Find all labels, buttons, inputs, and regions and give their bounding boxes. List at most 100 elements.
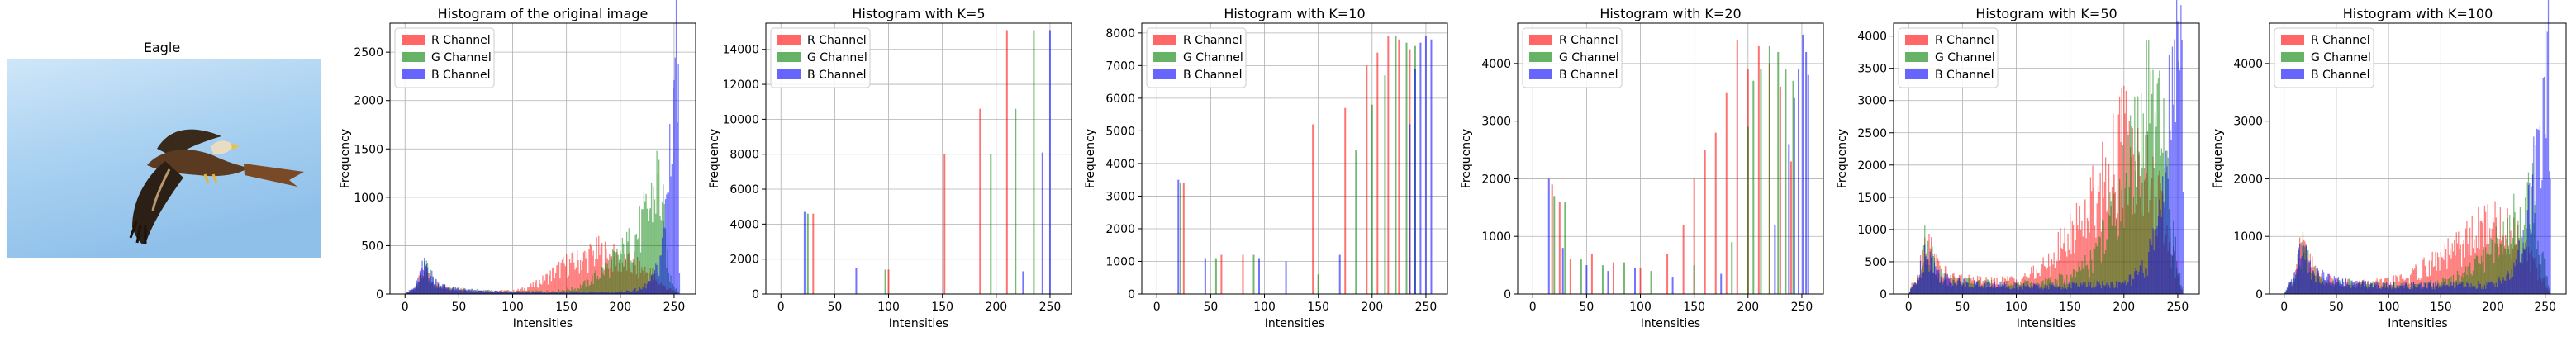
histogram-bar [1939,282,1941,294]
histogram-bar [2465,228,2467,294]
histogram-bar [2486,254,2488,294]
histogram-bar [2496,237,2498,294]
histogram-bar [532,292,534,294]
chart-title: Histogram with K=20 [1599,6,1741,21]
histogram-bar [2527,184,2530,294]
histogram-bar [624,292,625,294]
histogram-bar [1419,42,1422,294]
histogram-bar [2348,285,2350,294]
legend-label: G Channel [1559,51,1619,64]
histogram-bar [2041,263,2043,294]
histogram-bar [2070,254,2072,294]
histogram-bar [2353,282,2355,294]
histogram-bar [2017,287,2018,294]
histogram-bar [495,290,497,294]
histogram-bar [1774,225,1776,294]
x-axis-label: Intensities [889,317,948,330]
histogram-bar [558,289,560,294]
histogram-bar [2038,273,2040,294]
legend: R Channel G Channel B Channel [2274,27,2374,88]
histogram-bar [406,292,408,294]
histogram-bar [1612,262,1614,294]
x-tick-label: 50 [1203,301,1218,314]
histogram-bar [503,292,505,294]
histogram-bar [2110,282,2112,294]
histogram-bar [2379,288,2381,294]
legend-label: R Channel [431,34,491,47]
histogram-bar [2420,282,2422,294]
y-tick-label: 2000 [1481,173,1511,186]
histogram-bar [568,292,569,294]
histogram-bar [2424,282,2426,294]
legend-label: G Channel [1935,51,1995,64]
histogram-bar [549,292,551,294]
histogram-bar [2307,273,2309,294]
axes-frame [1141,22,1448,295]
histogram-bar [530,292,532,294]
y-tick-label: 8000 [730,149,759,162]
histogram-bar [1376,52,1379,295]
histogram-bar [568,289,569,294]
histogram-bar [2514,266,2516,294]
histogram-bar [1929,251,1931,294]
histogram-bar [2061,275,2064,294]
histogram-bar [1921,277,1922,294]
histogram-bar [2105,250,2107,294]
x-tick-label: 200 [1737,301,1759,314]
histogram-bar [2142,113,2144,294]
histogram-bar [2335,278,2336,294]
histogram-bar [2077,271,2079,294]
histogram-bar [553,291,554,294]
histogram-bar [1409,124,1411,294]
histogram-bar [2051,259,2053,294]
histogram-bar [2372,287,2374,294]
histogram-bar [545,274,547,294]
histogram-bar [2412,282,2415,294]
histogram-bar [2299,244,2301,294]
histogram-bar [668,192,670,294]
histogram-bar [2078,285,2079,294]
histogram-bar [514,292,516,294]
histogram-bar [2120,141,2122,294]
histogram-bar [2509,279,2511,294]
histogram-bar [541,291,543,294]
histogram-bar [2474,286,2476,294]
histogram-bar [527,292,529,294]
histogram-bar [2410,274,2412,294]
histogram-bar [620,254,622,294]
histogram-bar [2467,266,2469,294]
histogram-bar [2436,252,2439,294]
y-tick-label: 1500 [1857,192,1887,205]
histogram-bar [2132,127,2133,294]
legend-label: B Channel [1559,69,1618,82]
histogram-bar [2412,268,2413,294]
histogram-bar [2327,273,2329,294]
x-tick-label: 100 [2378,301,2400,314]
histogram-bar [2470,283,2472,294]
histogram-bar [2509,215,2511,294]
histogram-bar [2096,281,2098,294]
legend-swatch [1529,69,1552,79]
histogram-bar [2139,265,2141,294]
histogram-bar [587,292,589,294]
histogram-bar [1793,97,1795,294]
histogram-bar [1731,242,1733,294]
histogram-bar [2006,287,2008,294]
histogram-bar [2303,245,2305,294]
histogram-bar [493,292,496,294]
histogram-bar [2452,281,2455,294]
histogram-bar [575,290,577,294]
bars [803,30,1051,295]
histogram-bar [2323,272,2325,294]
histogram-bar [2039,276,2041,294]
histogram-bar [648,220,649,294]
histogram-bar [584,280,586,294]
histogram-bar [601,267,603,294]
histogram-bar [2046,285,2048,294]
histogram-bar [1918,274,1920,294]
histogram-bar [855,268,858,294]
histogram-bar [2308,261,2310,294]
histogram-bar [422,269,425,294]
histogram-bar [520,288,522,294]
histogram-bar [416,280,418,294]
